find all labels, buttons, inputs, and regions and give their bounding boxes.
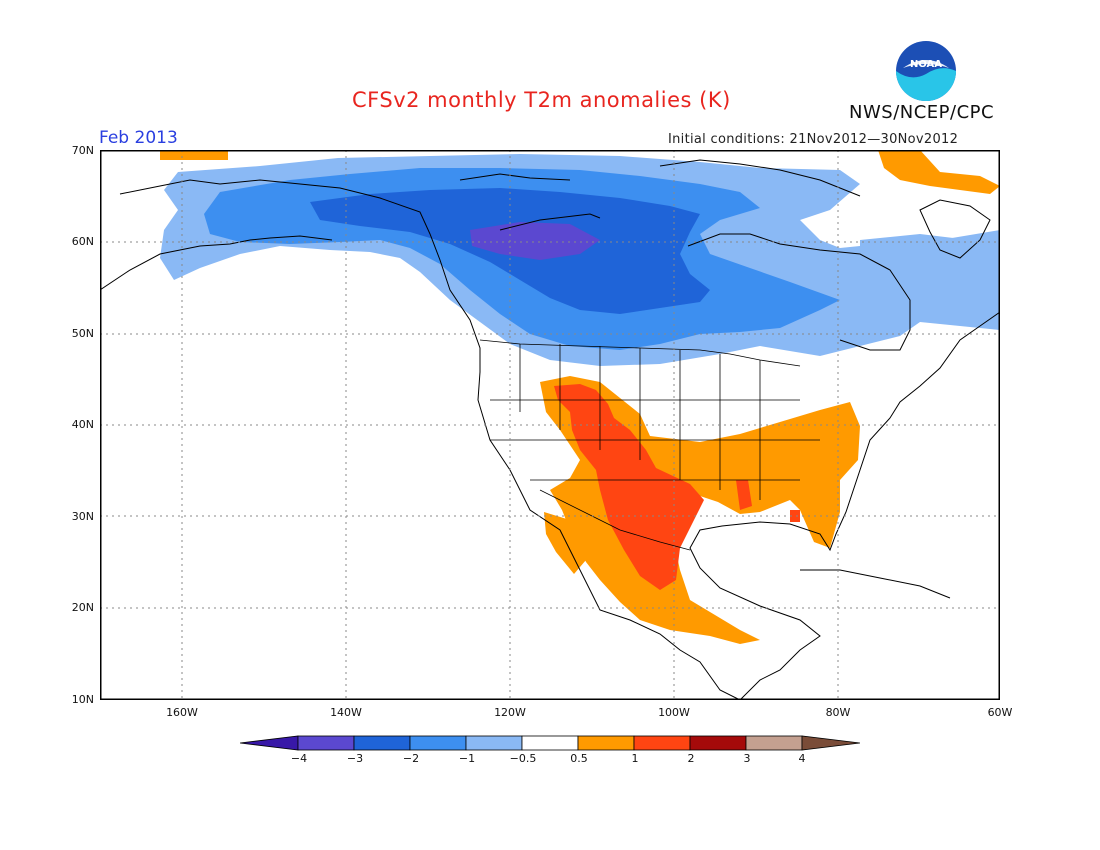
legend-label-8: 3 [743,752,751,765]
forecast-month: Feb 2013 [99,128,178,148]
legend-label-9: 4 [798,752,806,765]
logo-text: NOAA [910,59,942,70]
warm-anomaly-region [160,150,1000,644]
legend-swatch-8 [689,735,747,751]
legend-label-2: −2 [402,752,420,765]
lat-label-60n: 60N [71,235,94,248]
legend-swatch-1 [297,735,355,751]
legend-swatch-2 [353,735,411,751]
lat-label-40n: 40N [71,418,94,431]
legend-label-4: −0.5 [509,752,537,765]
lon-label-160w: 160W [166,706,198,719]
agency-label: NWS/NCEP/CPC [849,102,995,123]
legend-swatch-3 [409,735,467,751]
legend-label-5: 0.5 [570,752,588,765]
lat-label-10n: 10N [71,693,94,706]
legend-swatch-10 [801,735,860,751]
lat-label-30n: 30N [71,510,94,523]
lon-label-100w: 100W [658,706,690,719]
lon-label-80w: 80W [825,706,851,719]
initial-conditions: Initial conditions: 21Nov2012—30Nov2012 [668,132,959,147]
legend-swatch-6 [577,735,635,751]
lat-lon-grid [100,150,1000,700]
cold-anomaly-region [160,154,1000,366]
legend-label-7: 2 [687,752,695,765]
map-frame [100,150,1000,700]
political-borders [479,339,820,551]
legend-swatch-7 [633,735,691,751]
noaa-logo: NOAA [896,41,956,101]
lat-label-70n: 70N [71,144,94,157]
color-legend [240,735,860,751]
legend-label-6: 1 [631,752,639,765]
lon-label-60w: 60W [987,706,1013,719]
lat-label-50n: 50N [71,327,94,340]
legend-swatch-5 [521,735,579,751]
lon-label-120w: 120W [494,706,526,719]
lon-label-140w: 140W [330,706,362,719]
anomaly-map [100,150,1000,700]
legend-swatch-9 [745,735,803,751]
legend-label-3: −1 [458,752,476,765]
legend-label-0: −4 [290,752,308,765]
chart-title: CFSv2 monthly T2m anomalies (K) [352,88,731,112]
legend-swatch-0 [240,735,299,751]
legend-swatch-4 [465,735,523,751]
lat-label-20n: 20N [71,601,94,614]
legend-label-1: −3 [346,752,364,765]
coastlines [100,159,1000,700]
